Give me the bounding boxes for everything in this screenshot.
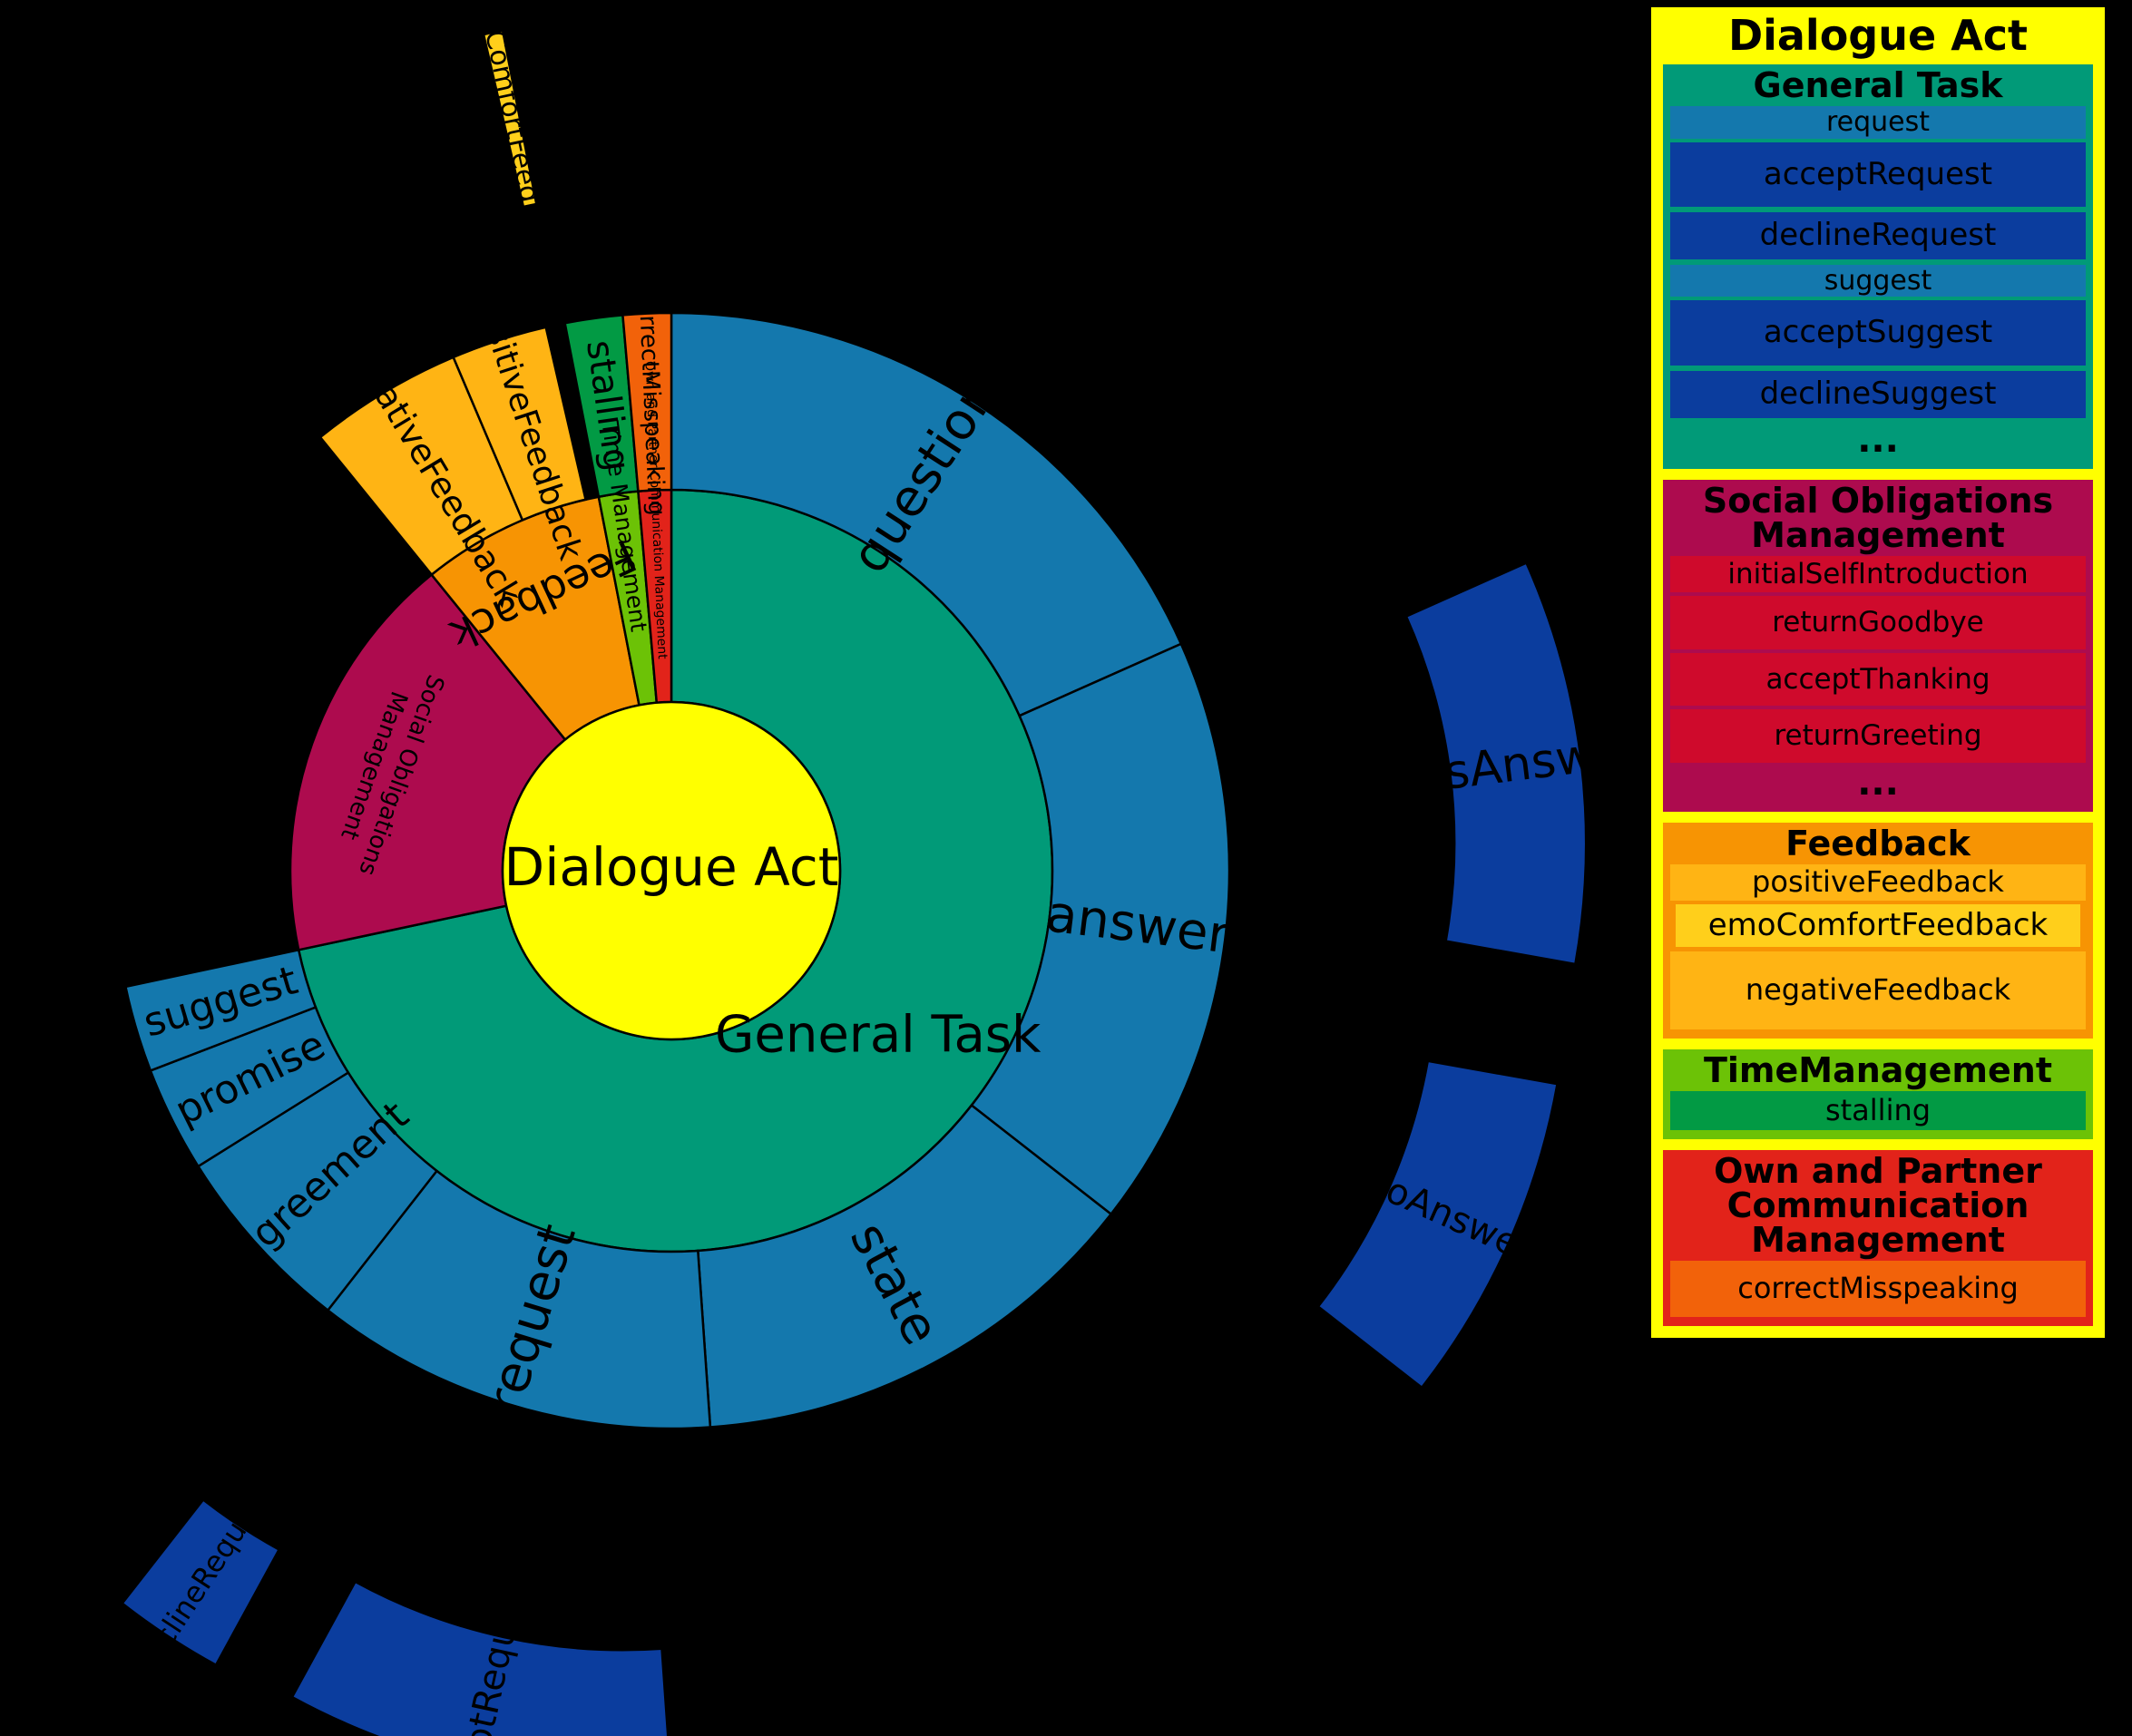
legend-group-head-line1: Own and Partner — [1714, 1151, 2042, 1192]
legend-panel: Dialogue Act General Task request accept… — [1651, 7, 2105, 1338]
legend-item-acceptthanking[interactable]: acceptThanking — [1670, 652, 2086, 707]
segment-label: General Task — [715, 1006, 1042, 1065]
legend-group-head: Own and Partner Communication Management — [1663, 1150, 2093, 1261]
ring2-emocomfortfeedback[interactable] — [482, 29, 538, 209]
legend-item-emocomfortfeedback[interactable]: emoComfortFeedback — [1676, 903, 2080, 948]
legend-group-head-line3: Management — [1751, 1220, 2005, 1261]
legend-item-declinesuggest[interactable]: declineSuggest — [1670, 371, 2086, 418]
legend-group-feedback: Feedback positiveFeedback emoComfortFeed… — [1660, 819, 2096, 1041]
legend-item-suggest[interactable]: suggest — [1670, 264, 2086, 297]
legend-group-head: Social Obligations Management — [1663, 480, 2093, 556]
legend-item-correctmisspeaking[interactable]: correctMisspeaking — [1670, 1261, 2086, 1317]
ring3-noanswer[interactable] — [1316, 1059, 1559, 1390]
ring3-yesanswer[interactable] — [1404, 561, 1588, 966]
legend-item-returngoodbye[interactable]: returnGoodbye — [1670, 596, 2086, 649]
legend-group-head-line1: Social Obligations — [1702, 480, 2054, 521]
legend-group-own-and-partner-communication-management: Own and Partner Communication Management… — [1660, 1147, 2096, 1329]
legend-group-head: TimeManagement — [1703, 1049, 2053, 1090]
legend-item-declinerequest[interactable]: declineRequest — [1670, 212, 2086, 259]
ring2-question[interactable] — [670, 311, 1183, 717]
ring2-suggest[interactable] — [123, 948, 318, 1073]
legend-item-initialselfintroduction[interactable]: initialSelfIntroduction — [1670, 555, 2086, 593]
legend-group-head: Feedback — [1785, 823, 1971, 863]
legend-group-general-task: General Task request acceptRequest decli… — [1660, 62, 2096, 472]
ring3-acceptrequest[interactable] — [290, 1580, 671, 1736]
legend-item-request[interactable]: request — [1670, 106, 2086, 139]
legend-item-negativefeedback[interactable]: negativeFeedback — [1670, 951, 2086, 1029]
legend-title: Dialogue Act — [1655, 11, 2101, 62]
legend-item-returngreeting[interactable]: returnGreeting — [1670, 709, 2086, 763]
segment-label: emoComfortFeedback — [465, 0, 559, 269]
legend-item-positivefeedback[interactable]: positiveFeedback — [1670, 863, 2086, 901]
ring2-answer[interactable] — [970, 642, 1231, 1216]
legend-ellipsis: ... — [1857, 761, 1899, 804]
legend-group-head-line2: Management — [1751, 514, 2005, 555]
legend-item-acceptrequest[interactable]: acceptRequest — [1670, 141, 2086, 208]
legend-group-time-management: TimeManagement stalling — [1660, 1046, 2096, 1143]
legend-item-stalling[interactable]: stalling — [1670, 1090, 2086, 1131]
legend-group-social-obligations-management: Social Obligations Management initialSel… — [1660, 476, 2096, 814]
legend-item-acceptsuggest[interactable]: acceptSuggest — [1670, 300, 2086, 366]
ring3-declinerequest[interactable] — [120, 1497, 281, 1667]
ring2-positivefeedback[interactable] — [452, 326, 588, 522]
ring2-correctmisspeaking[interactable] — [621, 311, 673, 493]
root-label: Dialogue Act — [504, 836, 839, 898]
legend-ellipsis: ... — [1857, 418, 1899, 461]
legend-group-head: General Task — [1753, 65, 2003, 105]
root-circle[interactable] — [501, 700, 842, 1041]
legend-group-head-line2: Communication — [1726, 1185, 2029, 1226]
